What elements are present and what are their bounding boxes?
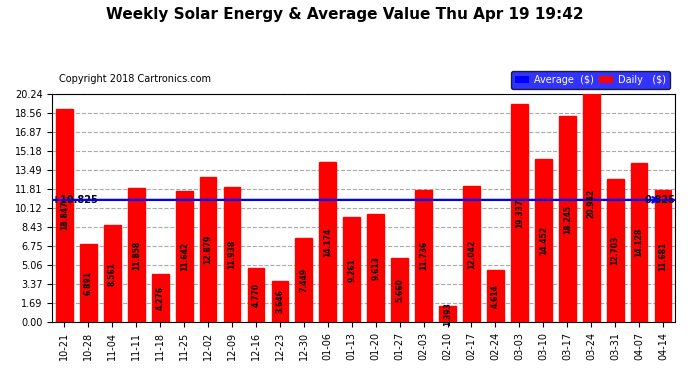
Bar: [104, 225, 121, 322]
Bar: [511, 104, 528, 322]
Text: 1.393: 1.393: [443, 302, 452, 326]
Bar: [224, 187, 240, 322]
Text: 11.858: 11.858: [132, 240, 141, 270]
Bar: [391, 258, 408, 322]
Text: 4.770: 4.770: [251, 283, 261, 307]
Text: 12.703: 12.703: [611, 236, 620, 265]
Text: +10.825: +10.825: [52, 195, 98, 205]
Text: 14.174: 14.174: [324, 227, 333, 256]
Bar: [344, 217, 360, 322]
Bar: [439, 306, 456, 322]
Bar: [152, 274, 168, 322]
Text: 12.042: 12.042: [467, 240, 476, 268]
Text: 7.449: 7.449: [299, 268, 308, 292]
Text: 14.128: 14.128: [635, 228, 644, 257]
Text: 5.660: 5.660: [395, 278, 404, 302]
Bar: [415, 189, 432, 322]
Text: 4.614: 4.614: [491, 284, 500, 308]
Bar: [463, 186, 480, 322]
Text: 4.276: 4.276: [156, 286, 165, 310]
Text: Weekly Solar Energy & Average Value Thu Apr 19 19:42: Weekly Solar Energy & Average Value Thu …: [106, 8, 584, 22]
Text: 9.261: 9.261: [347, 258, 356, 282]
Text: 9.613: 9.613: [371, 256, 380, 280]
Text: 0.825: 0.825: [644, 195, 675, 205]
Text: 14.452: 14.452: [539, 226, 548, 255]
Bar: [128, 188, 145, 322]
Bar: [56, 109, 73, 322]
Text: 6.891: 6.891: [84, 271, 93, 295]
Text: 11.736: 11.736: [419, 241, 428, 270]
Bar: [631, 162, 647, 322]
Bar: [487, 270, 504, 322]
Bar: [176, 190, 193, 322]
Text: 18.847: 18.847: [60, 201, 69, 230]
Text: 19.337: 19.337: [515, 198, 524, 228]
Text: 3.646: 3.646: [275, 290, 284, 314]
Bar: [535, 159, 552, 322]
Legend: Average  ($), Daily   ($): Average ($), Daily ($): [511, 71, 670, 89]
Text: 11.642: 11.642: [179, 242, 188, 271]
Text: 11.681: 11.681: [658, 242, 667, 271]
Bar: [199, 177, 217, 322]
Text: 12.879: 12.879: [204, 235, 213, 264]
Text: 18.245: 18.245: [563, 204, 572, 234]
Bar: [272, 281, 288, 322]
Text: Copyright 2018 Cartronics.com: Copyright 2018 Cartronics.com: [59, 74, 210, 84]
Bar: [367, 213, 384, 322]
Bar: [248, 268, 264, 322]
Bar: [583, 86, 600, 322]
Bar: [607, 178, 624, 322]
Text: 20.942: 20.942: [586, 189, 595, 218]
Bar: [295, 238, 313, 322]
Bar: [80, 244, 97, 322]
Text: 8.561: 8.561: [108, 262, 117, 286]
Bar: [319, 162, 336, 322]
Text: 11.938: 11.938: [228, 240, 237, 269]
Bar: [559, 116, 575, 322]
Bar: [655, 190, 671, 322]
